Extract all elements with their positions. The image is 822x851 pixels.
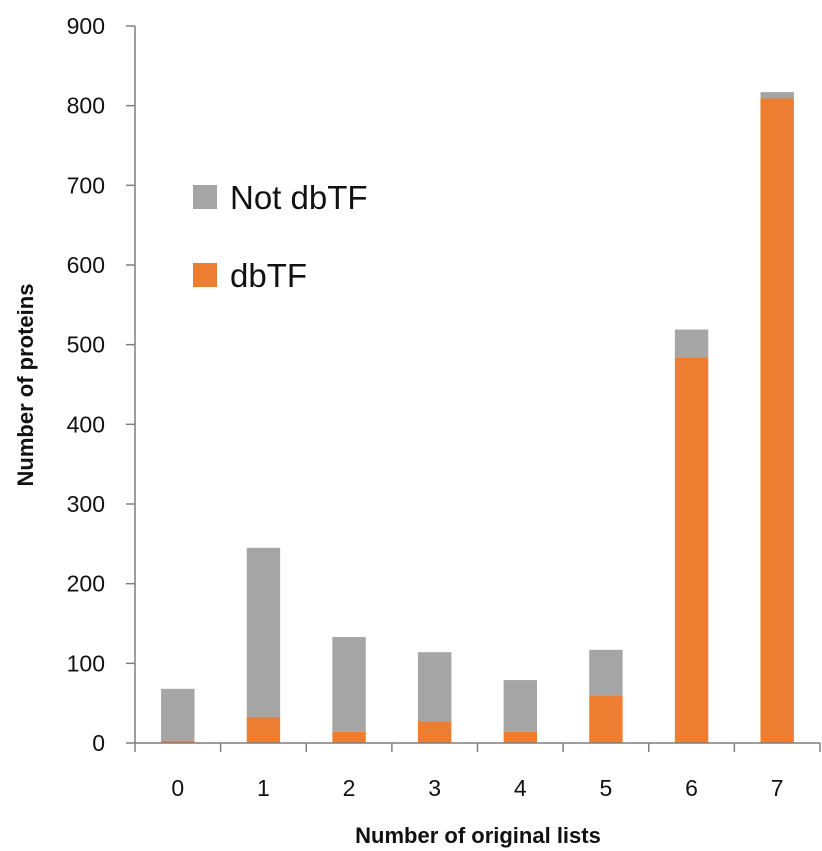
x-tick-label: 6 <box>685 775 698 801</box>
bar-dbtf <box>332 731 366 743</box>
bars-group <box>161 92 794 744</box>
y-axis-ticks: 0 100 200 300 400 500 600 700 800 900 <box>67 13 135 756</box>
y-tick-label: 400 <box>67 411 105 437</box>
bar-dbtf <box>417 721 452 743</box>
bar-not-dbtf <box>417 652 452 722</box>
bar-dbtf <box>161 740 195 743</box>
legend-swatch <box>193 263 217 287</box>
legend-label: dbTF <box>230 257 307 294</box>
bar-dbtf <box>589 695 623 743</box>
legend: Not dbTF dbTF <box>193 179 368 294</box>
axes-group <box>134 26 820 744</box>
bar-not-dbtf <box>246 547 281 717</box>
bar-dbtf <box>246 716 281 743</box>
x-tick-label: 7 <box>771 775 784 801</box>
y-tick-label: 600 <box>67 252 105 278</box>
bar-dbtf <box>674 357 709 743</box>
y-tick-label: 500 <box>67 332 105 358</box>
legend-label: Not dbTF <box>230 179 368 216</box>
y-tick-label: 300 <box>67 491 105 517</box>
bar-not-dbtf <box>332 637 366 732</box>
bar-not-dbtf <box>589 649 623 696</box>
y-tick-label: 700 <box>67 172 105 198</box>
x-axis-ticks: 0 1 2 3 4 5 6 7 <box>134 743 821 801</box>
x-tick-label: 1 <box>257 775 270 801</box>
y-tick-label: 100 <box>67 650 105 676</box>
bar-not-dbtf <box>760 92 794 99</box>
bar-not-dbtf <box>674 329 709 358</box>
x-tick-label: 0 <box>171 775 184 801</box>
y-tick-label: 200 <box>67 571 105 597</box>
x-tick-label: 2 <box>343 775 356 801</box>
y-tick-label: 800 <box>67 93 105 119</box>
bar-dbtf <box>503 731 538 743</box>
x-tick-label: 4 <box>514 775 527 801</box>
bar-not-dbtf <box>161 688 195 741</box>
legend-swatch <box>193 185 217 209</box>
y-tick-label: 900 <box>67 13 105 39</box>
x-axis-title: Number of original lists <box>355 823 601 848</box>
x-tick-label: 5 <box>600 775 613 801</box>
y-tick-label: 0 <box>92 730 105 756</box>
bar-not-dbtf <box>503 680 538 732</box>
x-tick-label: 3 <box>428 775 441 801</box>
y-axis-title: Number of proteins <box>13 284 38 487</box>
bar-dbtf <box>760 98 794 744</box>
